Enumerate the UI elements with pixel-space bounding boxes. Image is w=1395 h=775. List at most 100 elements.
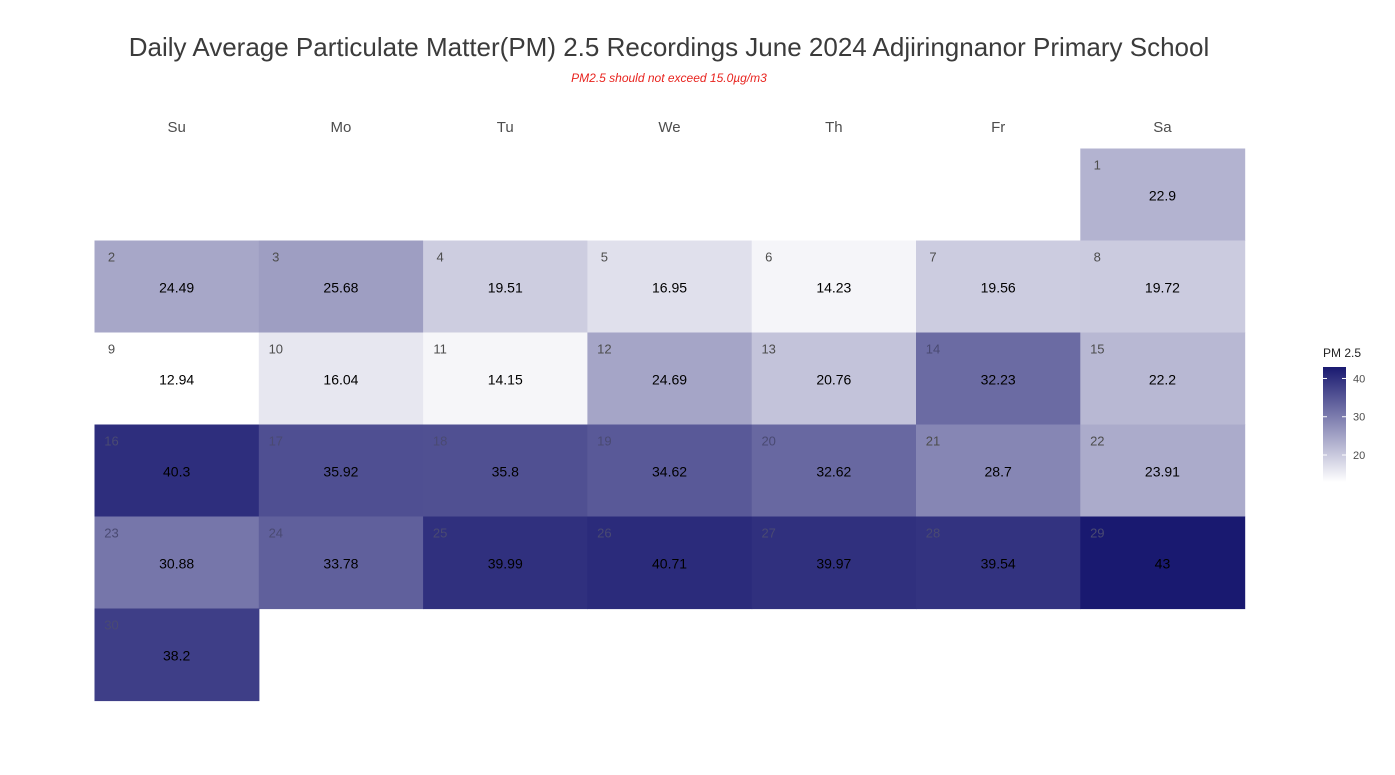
cell-value-label: 20.76 [816, 372, 851, 388]
calendar-cell [423, 240, 588, 334]
day-number-label: 2 [108, 250, 115, 265]
legend-tick-label: 40 [1353, 373, 1365, 385]
day-number-label: 15 [1090, 342, 1104, 357]
cell-value-label: 14.23 [816, 280, 851, 296]
calendar-cell [587, 516, 753, 610]
calendar-cell [916, 240, 1081, 334]
cell-value-label: 30.88 [159, 556, 194, 572]
day-number-label: 24 [269, 526, 283, 541]
day-number-label: 1 [1094, 158, 1101, 173]
cell-value-label: 19.72 [1145, 280, 1180, 296]
calendar-heatmap: Su Mo Tu We Th Fr Sa 1 22.9 2 24.49 3 25.68 4 19.51 5 16… [94, 119, 1246, 702]
weekday-header: Sa [1153, 119, 1172, 136]
cell-value-label: 39.99 [488, 556, 523, 572]
day-number-label: 25 [433, 526, 447, 541]
cell-value-label: 35.92 [323, 464, 358, 480]
day-number-label: 14 [926, 342, 940, 357]
calendar-cell [94, 608, 260, 702]
calendar-cell [258, 332, 424, 426]
cell-value-label: 14.15 [488, 372, 523, 388]
calendar-cell [94, 424, 260, 518]
cell-value-label: 32.23 [981, 372, 1016, 388]
day-number-label: 8 [1094, 250, 1101, 265]
cell-value-label: 23.91 [1145, 464, 1180, 480]
weekday-header: Th [825, 119, 843, 136]
day-number-label: 9 [108, 342, 115, 357]
calendar-cell [1080, 240, 1246, 334]
cell-value-label: 33.78 [323, 556, 358, 572]
calendar-cell [423, 424, 588, 518]
day-number-label: 13 [761, 342, 775, 357]
chart-title: Daily Average Particulate Matter(PM) 2.5… [128, 32, 1210, 62]
day-number-label: 16 [104, 434, 118, 449]
calendar-cell [587, 332, 753, 426]
calendar-cell [1080, 332, 1246, 426]
cell-value-label: 25.68 [323, 280, 358, 296]
calendar-cell [423, 332, 588, 426]
weekday-header: Mo [331, 119, 352, 136]
day-number-label: 7 [929, 250, 936, 265]
day-number-label: 18 [433, 434, 447, 449]
cell-value-label: 16.95 [652, 280, 687, 296]
cell-value-label: 40.71 [652, 556, 687, 572]
cell-value-label: 35.8 [492, 464, 519, 480]
calendar-cell [751, 424, 917, 518]
cell-value-label: 24.69 [652, 372, 687, 388]
calendar-cell [1080, 516, 1246, 610]
cell-value-label: 19.51 [488, 280, 523, 296]
day-number-label: 23 [104, 526, 118, 541]
calendar-cell [751, 240, 917, 334]
calendar-cell [1080, 424, 1246, 518]
calendar-cell [258, 424, 424, 518]
weekday-header: We [658, 119, 680, 136]
day-number-label: 4 [436, 250, 443, 265]
day-number-label: 10 [269, 342, 283, 357]
calendar-cell [587, 240, 753, 334]
calendar-cell [258, 516, 424, 610]
calendar-cell [916, 516, 1081, 610]
cell-value-label: 32.62 [816, 464, 851, 480]
calendar-cell [258, 240, 424, 334]
cell-value-label: 22.2 [1149, 372, 1176, 388]
calendar-cell [1080, 148, 1246, 242]
day-number-label: 29 [1090, 526, 1104, 541]
day-number-label: 26 [597, 526, 611, 541]
legend-title: PM 2.5 [1323, 346, 1362, 360]
calendar-cell [423, 516, 588, 610]
calendar-cell [751, 516, 917, 610]
day-number-label: 22 [1090, 434, 1104, 449]
cell-value-label: 38.2 [163, 648, 190, 664]
day-number-label: 28 [926, 526, 940, 541]
cell-value-label: 19.56 [981, 280, 1016, 296]
day-number-label: 30 [104, 618, 118, 633]
weekday-header: Fr [991, 119, 1005, 136]
cell-value-label: 16.04 [323, 372, 358, 388]
cell-value-label: 24.49 [159, 280, 194, 296]
day-number-label: 12 [597, 342, 611, 357]
calendar-cell [916, 332, 1081, 426]
day-number-label: 3 [272, 250, 279, 265]
calendar-cell [94, 240, 260, 334]
calendar-cell [94, 332, 260, 426]
chart-subtitle: PM2.5 should not exceed 15.0µg/m3 [571, 71, 767, 85]
cell-value-label: 43 [1155, 556, 1171, 572]
day-number-label: 5 [601, 250, 608, 265]
color-legend: PM 2.5 20 30 40 [1300, 340, 1390, 490]
cell-value-label: 34.62 [652, 464, 687, 480]
calendar-cell [751, 332, 917, 426]
weekday-header: Tu [497, 119, 514, 136]
legend-gradient-bar [1323, 367, 1346, 482]
weekday-header: Su [167, 119, 185, 136]
legend-colorbar: 20 30 40 [1323, 367, 1365, 482]
day-number-label: 21 [926, 434, 940, 449]
day-number-label: 19 [597, 434, 611, 449]
cell-value-label: 39.97 [816, 556, 851, 572]
day-number-label: 6 [765, 250, 772, 265]
day-number-label: 20 [761, 434, 775, 449]
cell-value-label: 22.9 [1149, 188, 1176, 204]
day-number-label: 11 [433, 342, 447, 357]
day-number-label: 17 [269, 434, 283, 449]
calendar-cell [587, 424, 753, 518]
calendar-cell [94, 516, 260, 610]
cell-value-label: 28.7 [985, 464, 1012, 480]
